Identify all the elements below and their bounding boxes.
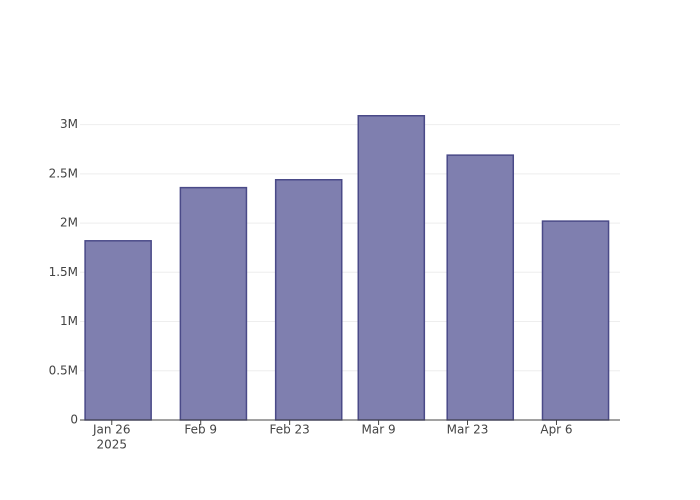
y-tick-label: 0 bbox=[70, 413, 78, 427]
y-tick-label: 1M bbox=[60, 314, 78, 328]
y-tick-label: 1.5M bbox=[49, 265, 78, 279]
bar bbox=[357, 115, 426, 421]
y-tick-label: 2M bbox=[60, 216, 78, 230]
bar bbox=[541, 220, 610, 421]
x-tick-label: Mar 9 bbox=[362, 423, 396, 437]
x-tick-label: Mar 23 bbox=[447, 423, 489, 437]
bar bbox=[179, 186, 248, 421]
bar bbox=[274, 179, 343, 421]
x-tick-label: Feb 9 bbox=[184, 423, 217, 437]
y-tick-label: 3M bbox=[60, 117, 78, 131]
y-tick-label: 2.5M bbox=[49, 166, 78, 180]
y-tick-label: 0.5M bbox=[49, 363, 78, 377]
bar bbox=[84, 240, 152, 421]
x-tick-year: 2025 bbox=[96, 438, 127, 452]
x-tick-label: Jan 26 bbox=[92, 423, 131, 437]
x-tick-label: Apr 6 bbox=[540, 423, 572, 437]
x-tick-label: Feb 23 bbox=[269, 423, 309, 437]
bar bbox=[446, 154, 515, 421]
